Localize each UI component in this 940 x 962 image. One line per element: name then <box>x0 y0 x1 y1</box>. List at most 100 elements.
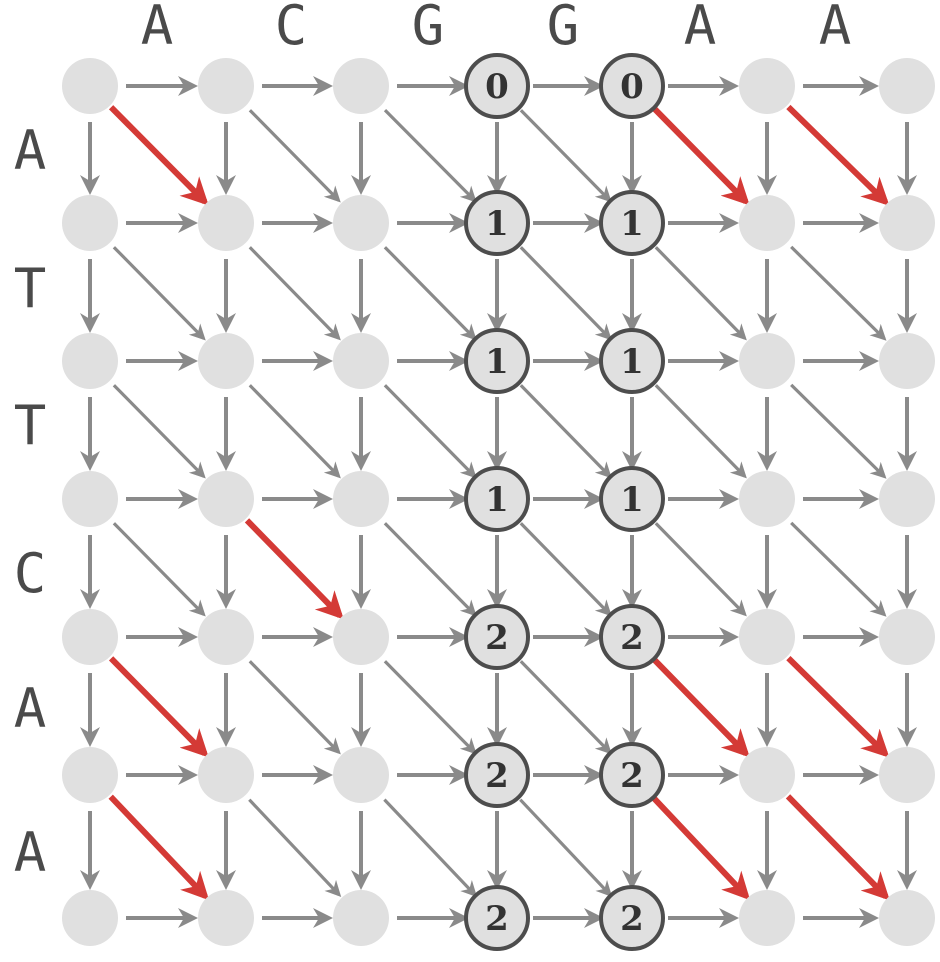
scored-node-circle <box>599 604 665 670</box>
node-score-label: 2 <box>485 899 509 939</box>
match-edge-arrow <box>108 656 209 758</box>
diagonal-edge-arrow <box>248 660 341 755</box>
scored-node: 1 <box>464 328 530 394</box>
diagonal-edge-arrow <box>248 798 342 898</box>
scored-node-circle <box>464 742 530 808</box>
grid-node <box>62 890 118 946</box>
node-score-label: 2 <box>620 756 644 796</box>
grid-node <box>198 747 254 803</box>
match-edge-arrow <box>108 794 210 901</box>
grid-node <box>739 890 795 946</box>
diagonal-edge-arrow <box>519 660 612 755</box>
grid-node <box>739 609 795 665</box>
scored-node-circle <box>464 466 530 532</box>
scored-node: 1 <box>464 190 530 256</box>
diagonal-edge-arrow <box>519 384 612 479</box>
match-edge-arrow <box>244 518 344 620</box>
left-sequence-labels: A T T C A A <box>14 119 47 884</box>
scored-node-circle <box>599 885 665 951</box>
scored-node-circle <box>599 742 665 808</box>
diagonal-edge-arrow <box>383 384 477 479</box>
diagonal-edge-arrow <box>248 246 341 341</box>
grid-node <box>739 471 795 527</box>
node-score-label: 1 <box>620 204 644 244</box>
grid-node <box>333 471 389 527</box>
match-edge-arrow <box>786 104 890 206</box>
grid-node <box>62 195 118 251</box>
scored-node: 1 <box>599 466 665 532</box>
scored-node-circle <box>464 604 530 670</box>
diagonal-edge-arrow <box>654 246 747 341</box>
diagonal-edge-arrow <box>519 246 612 341</box>
left-sequence-letter: T <box>14 394 47 457</box>
match-edge-arrow <box>108 105 209 206</box>
grid-node <box>879 747 935 803</box>
diagonal-edge-arrow <box>383 108 477 203</box>
grid-nodes: 0 0 1 1 1 1 1 1 2 2 2 2 2 2 <box>62 53 935 951</box>
grid-node <box>62 58 118 114</box>
grid-node <box>739 333 795 389</box>
scored-node: 1 <box>599 190 665 256</box>
match-edge-arrow <box>786 655 890 758</box>
left-sequence-letter: T <box>14 257 47 320</box>
grid-node <box>333 333 389 389</box>
diagonal-edge-arrow <box>790 245 887 341</box>
diagonal-edge-arrow <box>383 660 477 755</box>
node-score-label: 2 <box>485 756 509 796</box>
diagonal-edge-arrow <box>654 384 747 479</box>
left-sequence-letter: A <box>14 821 47 884</box>
diagonal-edge-arrow <box>248 384 341 479</box>
node-score-label: 1 <box>620 480 644 520</box>
grid-node <box>198 471 254 527</box>
diagonal-edge-arrow <box>790 383 887 479</box>
grid-node <box>62 747 118 803</box>
node-score-label: 2 <box>620 899 644 939</box>
diagonal-edge-arrow <box>383 246 477 341</box>
grid-node <box>198 890 254 946</box>
left-sequence-letter: A <box>14 677 47 740</box>
diagonal-edge-arrow <box>112 384 206 479</box>
scored-node: 1 <box>464 466 530 532</box>
grid-node <box>333 890 389 946</box>
node-score-label: 0 <box>620 67 644 107</box>
top-sequence-letter: A <box>819 0 852 57</box>
left-sequence-letter: A <box>14 119 47 182</box>
top-sequence-letter: C <box>275 0 308 57</box>
top-sequence-letter: G <box>412 0 445 57</box>
scored-node: 1 <box>599 328 665 394</box>
scored-node: 2 <box>599 885 665 951</box>
scored-node: 2 <box>464 742 530 808</box>
diagonal-edge-arrow <box>519 522 612 617</box>
scored-node-circle <box>464 328 530 394</box>
grid-node <box>879 609 935 665</box>
scored-node: 2 <box>464 885 530 951</box>
grid-node <box>333 58 389 114</box>
scored-node-circle <box>599 53 665 119</box>
diagonal-edge-arrow <box>519 109 612 203</box>
top-sequence-letter: A <box>684 0 717 57</box>
match-edges <box>108 104 890 901</box>
grid-node <box>879 195 935 251</box>
diagonal-edge-arrow <box>112 246 206 341</box>
grid-node <box>333 195 389 251</box>
grid-node <box>62 609 118 665</box>
scored-node-circle <box>464 53 530 119</box>
match-edge-arrow <box>650 794 751 901</box>
grid-node <box>333 747 389 803</box>
grid-node <box>879 333 935 389</box>
node-score-label: 0 <box>485 67 509 107</box>
scored-node-circle <box>464 190 530 256</box>
grid-node <box>879 890 935 946</box>
scored-node-circle <box>599 328 665 394</box>
scored-node: 0 <box>464 53 530 119</box>
grid-node <box>198 333 254 389</box>
diagonal-edge-arrow <box>248 109 341 203</box>
node-score-label: 1 <box>485 480 509 520</box>
grid-edges <box>80 76 917 928</box>
top-sequence-letter: A <box>141 0 174 57</box>
node-score-label: 2 <box>485 618 509 658</box>
grid-node <box>333 609 389 665</box>
match-edge-arrow <box>650 656 750 758</box>
